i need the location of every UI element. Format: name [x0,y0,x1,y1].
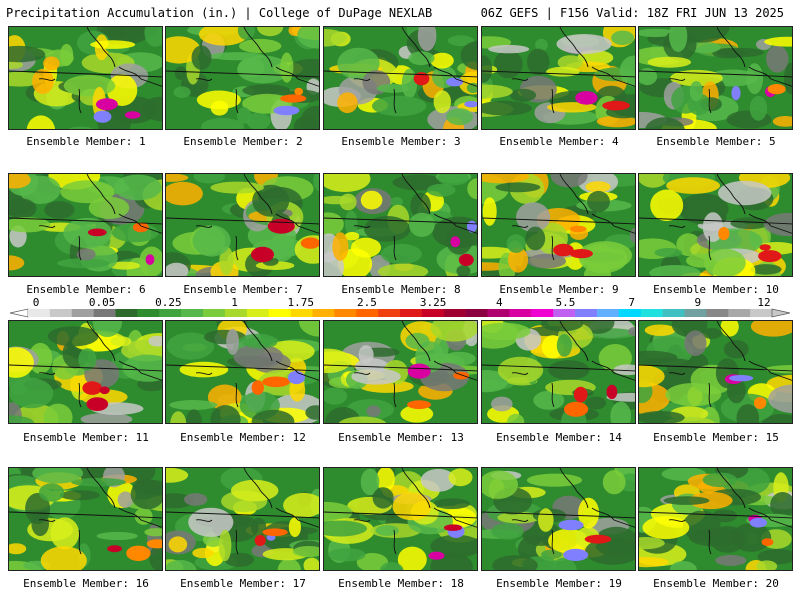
ensemble-member-map [481,173,636,277]
colorbar-segment [531,309,554,317]
colorbar-tick-label: 12 [757,296,771,309]
ensemble-member-map [481,26,636,130]
colorbar-segment [421,309,445,317]
colorbar-tick-label: 0 [32,296,40,309]
colorbar-segment [750,309,773,317]
colorbar-segment [400,309,423,317]
ensemble-member-map [165,173,320,277]
ensemble-member-caption: Ensemble Member: 16 [23,577,149,590]
ensemble-member-caption: Ensemble Member: 14 [496,431,622,444]
colorbar-tick-label: 3.25 [419,296,447,309]
colorbar-segment [618,309,641,317]
colorbar-segment [465,309,488,317]
colorbar-segment [443,309,466,317]
ensemble-member-map [165,320,320,424]
ensemble-member-caption: Ensemble Member: 18 [338,577,464,590]
ensemble-member-caption: Ensemble Member: 4 [499,135,619,148]
colorbar-tick-label: 5.5 [555,296,576,309]
colorbar-segment [93,309,116,317]
colorbar-segment [312,309,335,317]
colorbar-segment [684,309,707,317]
map-title: Precipitation Accumulation (in.) | Colle… [6,6,433,20]
colorbar-segment [224,309,248,317]
colorbar-left-arrow [9,308,29,318]
colorbar-segment [159,309,182,317]
ensemble-member-map [165,26,320,130]
ensemble-member-caption: Ensemble Member: 19 [496,577,622,590]
ensemble-member-caption: Ensemble Member: 2 [183,135,303,148]
ensemble-member-caption: Ensemble Member: 6 [26,283,146,296]
ensemble-member-map [481,467,636,571]
ensemble-member-map [8,173,163,277]
ensemble-member-caption: Ensemble Member: 8 [341,283,461,296]
colorbar-tick-label: 4 [495,296,503,309]
ensemble-member-caption: Ensemble Member: 11 [23,431,149,444]
model-valid-time: 06Z GEFS | F156 Valid: 18Z FRI JUN 13 20… [480,6,784,20]
ensemble-member-caption: Ensemble Member: 17 [180,577,306,590]
ensemble-member-caption: Ensemble Member: 13 [338,431,464,444]
colorbar-segment [290,309,313,317]
colorbar-segment [268,309,291,317]
ensemble-member-caption: Ensemble Member: 3 [341,135,461,148]
colorbar-segment [71,309,94,317]
ensemble-member-caption: Ensemble Member: 5 [656,135,776,148]
colorbar-segment [203,309,226,317]
colorbar-tick-label: 0.25 [155,296,182,309]
ensemble-member-map [8,467,163,571]
colorbar-segment [356,309,379,317]
ensemble-member-caption: Ensemble Member: 10 [653,283,779,296]
ensemble-member-caption: Ensemble Member: 9 [499,283,619,296]
colorbar-segment [553,309,576,317]
colorbar-segment [137,309,160,317]
colorbar-tick-label: 0.05 [88,296,116,309]
colorbar-segment [575,309,598,317]
colorbar-segment [487,309,510,317]
colorbar-tick-label: 7 [628,296,635,309]
ensemble-member-map [481,320,636,424]
ensemble-member-map [638,467,793,571]
ensemble-member-map [8,26,163,130]
ensemble-member-caption: Ensemble Member: 20 [653,577,779,590]
ensemble-member-map [323,26,478,130]
ensemble-member-caption: Ensemble Member: 15 [653,431,779,444]
ensemble-member-map [323,173,478,277]
ensemble-member-map [8,320,163,424]
colorbar-segment [334,309,357,317]
colorbar-segment [509,309,532,317]
colorbar-segment [596,309,620,317]
ensemble-member-map [323,320,478,424]
ensemble-member-map [323,467,478,571]
colorbar-segment [662,309,685,317]
colorbar-tick-label: 9 [694,296,702,309]
ensemble-member-caption: Ensemble Member: 12 [180,431,306,444]
ensemble-member-map [165,467,320,571]
ensemble-member-map [638,320,793,424]
colorbar-segment [115,309,138,317]
colorbar-tick-label: 1 [231,296,238,309]
colorbar-right-arrow [771,308,791,318]
colorbar [9,297,791,319]
colorbar-segment [246,309,269,317]
colorbar-segment [28,309,51,317]
ensemble-member-caption: Ensemble Member: 7 [183,283,303,296]
colorbar-segment [181,309,204,317]
colorbar-segment [640,309,663,317]
colorbar-tick-label: 1.75 [287,296,314,309]
ensemble-member-map [638,173,793,277]
colorbar-tick-label: 2.5 [356,296,377,309]
colorbar-segment [706,309,729,317]
ensemble-member-caption: Ensemble Member: 1 [26,135,146,148]
ensemble-member-map [638,26,793,130]
colorbar-segment [728,309,751,317]
colorbar-segment [378,309,401,317]
colorbar-segment [49,309,73,317]
